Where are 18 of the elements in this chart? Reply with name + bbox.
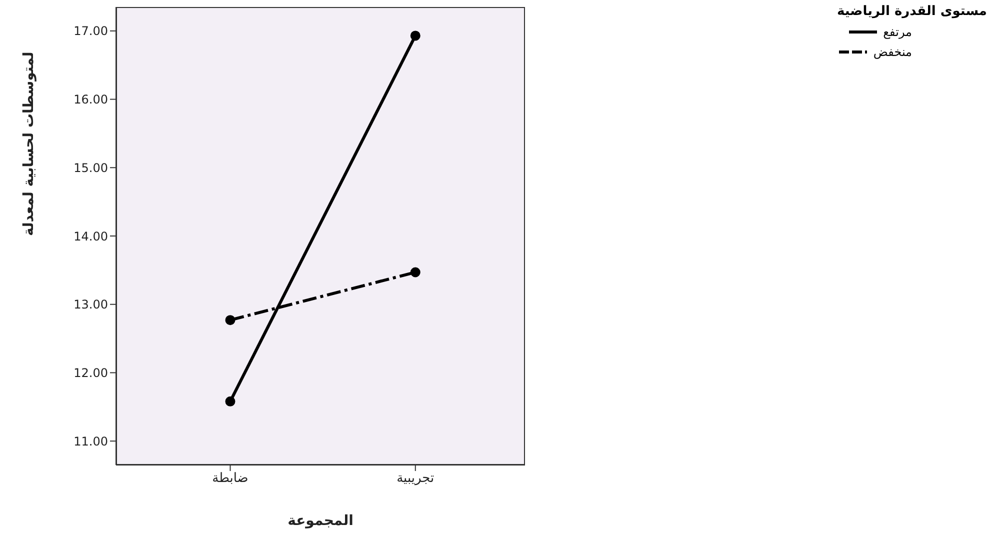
- y-tick-label: 15.00: [74, 160, 108, 175]
- x-tick-label: ضابطة: [212, 471, 248, 486]
- point: [225, 396, 236, 406]
- point: [410, 267, 420, 278]
- y-tick-label: 16.00: [74, 92, 108, 107]
- legend-title: مستوى القدرة الرياضية: [836, 4, 987, 19]
- point: [225, 315, 236, 326]
- x-tick-label: تجريبية: [396, 471, 435, 486]
- y-tick-label: 14.00: [74, 229, 108, 244]
- legend-label: منخفض: [873, 45, 912, 59]
- y-tick-label: 12.00: [74, 366, 108, 380]
- legend-label: مرتفع: [883, 25, 912, 39]
- y-tick-label: 11.00: [74, 434, 108, 448]
- y-tick-label: 17.00: [74, 24, 108, 38]
- x-axis-title: المجموعة: [288, 513, 354, 529]
- y-axis-title: لمتوسطات لحسابية لمعدلة: [20, 52, 37, 236]
- y-tick-label: 13.00: [74, 298, 108, 312]
- point: [410, 30, 420, 41]
